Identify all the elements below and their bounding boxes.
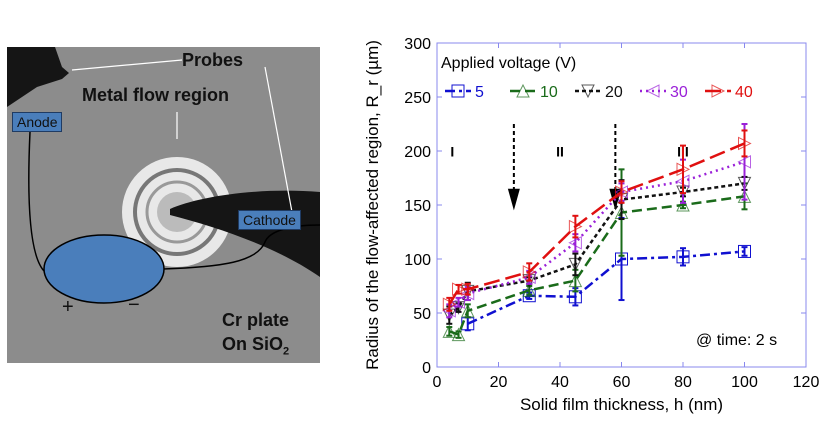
- boundary-arrowhead: [507, 188, 520, 211]
- data-point-10: [676, 197, 690, 212]
- y-tick-label: 0: [422, 360, 431, 377]
- y-tick-label: 300: [404, 36, 431, 53]
- x-tick-label: 0: [433, 374, 442, 391]
- x-tick-label: 60: [613, 374, 631, 391]
- x-tick-label: 120: [793, 374, 820, 391]
- metal-flow-label: Metal flow region: [82, 85, 230, 105]
- legend-marker-30: [645, 84, 660, 98]
- legend-label-40: 40: [735, 84, 753, 101]
- x-tick-label: 80: [674, 374, 692, 391]
- data-point-40: [615, 185, 629, 199]
- data-point-10: [460, 303, 475, 318]
- legend-label-30: 30: [670, 84, 688, 101]
- region-label: I: [450, 143, 454, 159]
- y-tick-label: 250: [404, 90, 431, 107]
- data-point-40: [738, 136, 752, 151]
- battery-minus: −: [128, 294, 140, 316]
- series-line-10: [448, 195, 745, 337]
- cathode-label: Cathode: [238, 210, 301, 230]
- legend-label-5: 5: [475, 84, 484, 101]
- legend-marker-20: [581, 84, 595, 99]
- plate-label-2: On SiO2: [222, 334, 290, 358]
- legend-title: Applied voltage (V): [441, 55, 576, 72]
- data-point-20: [568, 257, 583, 272]
- data-point-30: [451, 295, 466, 310]
- battery-plus: +: [62, 296, 74, 318]
- data-point-10: [737, 189, 752, 203]
- anode-label: Anode: [12, 112, 63, 132]
- x-tick-label: 40: [551, 374, 569, 391]
- data-point-30: [568, 235, 582, 250]
- probes-label: Probes: [182, 50, 244, 70]
- y-tick-label: 50: [413, 306, 431, 323]
- annotation: @ time: 2 s: [696, 332, 777, 349]
- data-point-40: [452, 282, 466, 297]
- data-point-10: [568, 273, 583, 288]
- data-point-10: [442, 324, 457, 338]
- data-point-40: [522, 265, 537, 279]
- x-tick-label: 20: [490, 374, 508, 391]
- data-point-5: [738, 244, 751, 258]
- legend-marker-10: [516, 83, 530, 98]
- x-tick-label: 100: [731, 374, 758, 391]
- data-point-40: [461, 282, 475, 297]
- anode-probe: [7, 47, 69, 107]
- legend-label-20: 20: [605, 84, 623, 101]
- y-axis-label: Radius of the flow-affected region, R_r …: [363, 40, 382, 370]
- legend-label-10: 10: [540, 84, 558, 101]
- y-tick-label: 100: [404, 252, 431, 269]
- data-point-5: [676, 250, 690, 264]
- y-tick-label: 150: [404, 198, 431, 215]
- data-point-40: [568, 219, 583, 234]
- series-line-20: [448, 182, 745, 317]
- legend-marker-5: [451, 84, 465, 98]
- data-point-10: [451, 327, 466, 342]
- legend-marker-40: [711, 84, 726, 98]
- x-axis-label: Solid film thickness, h (nm): [520, 395, 723, 414]
- data-point-10: [522, 283, 537, 297]
- region-label: II: [556, 143, 564, 159]
- y-tick-label: 200: [404, 144, 431, 161]
- data-point-40: [442, 297, 457, 312]
- data-point-30: [737, 154, 751, 169]
- series-line-5: [467, 250, 745, 325]
- plate-label-1: Cr plate: [222, 310, 290, 330]
- data-point-40: [676, 162, 691, 177]
- series-line-40: [448, 142, 745, 306]
- series-line-30: [448, 160, 745, 312]
- battery: [43, 234, 165, 304]
